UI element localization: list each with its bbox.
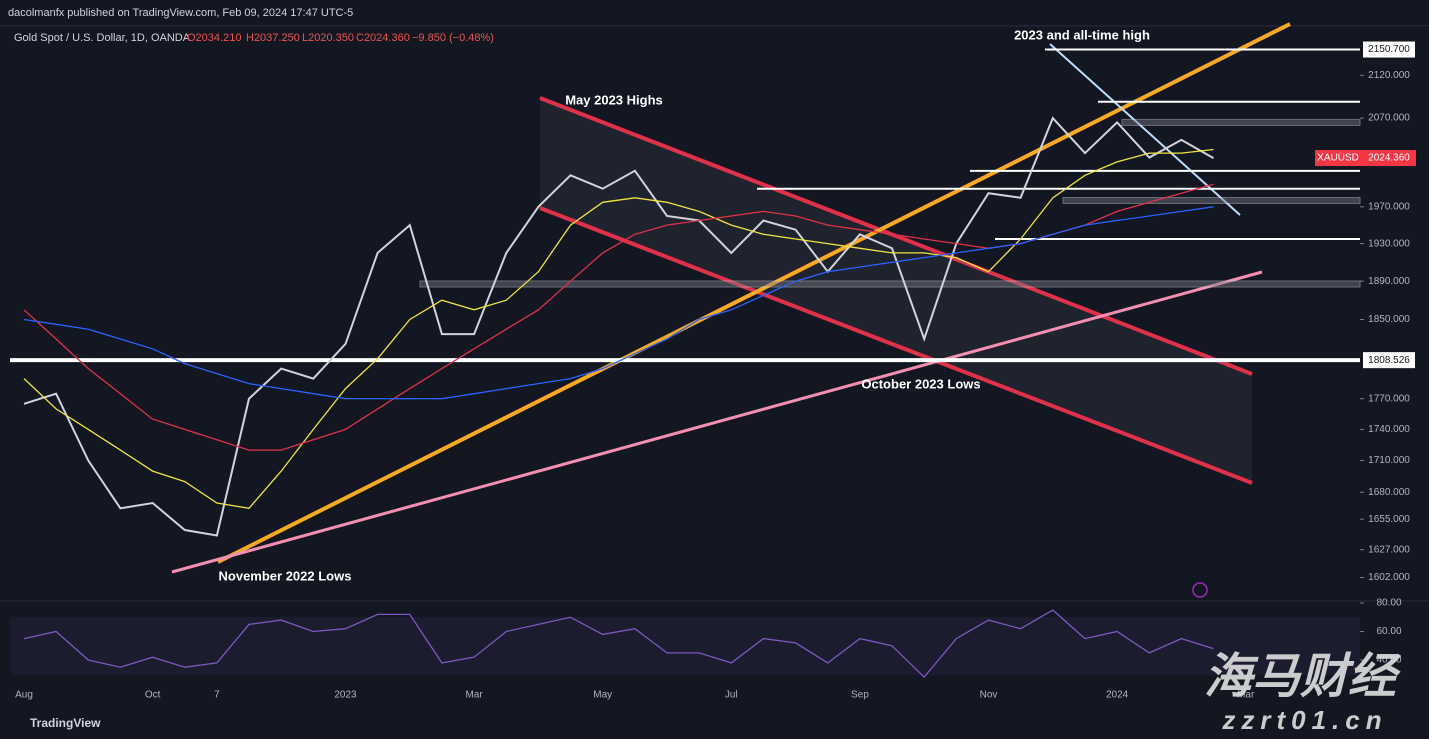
drawings (171, 22, 1291, 574)
series-line (23, 609, 1214, 679)
level-tag-bg (1363, 352, 1415, 369)
x-tick-label: Jul (725, 690, 738, 701)
y-tick-label: 80.00 (1376, 598, 1401, 609)
price-tag-value: 2024.360 (1368, 153, 1410, 164)
channel-fill (540, 98, 1252, 483)
x-tick-label: May (593, 690, 612, 701)
y-tick-label: 1890.000 (1368, 276, 1410, 287)
y-tick-label: 1770.000 (1368, 393, 1410, 404)
y-tick-label: 40.00 (1376, 655, 1401, 666)
channel-upper (539, 96, 1253, 376)
low: L2020.350 (302, 32, 354, 44)
y-tick-label: 1627.000 (1368, 544, 1410, 555)
level-tag: 2150.700 (1368, 44, 1410, 55)
annotation: October 2023 Lows (861, 376, 980, 391)
close: C2024.360 (356, 32, 410, 44)
trendline-blue (1049, 43, 1241, 216)
rsi-pane: 80.00 60.00 40.00 (23, 598, 1402, 679)
annotations: 2023 and all-time high May 2023 Highs Oc… (219, 27, 1150, 583)
x-tick-label: Oct (145, 690, 161, 701)
byline: dacolmanfx published on TradingView.com,… (8, 7, 353, 19)
y-tick-label: 1850.000 (1368, 314, 1410, 325)
level-zone (419, 280, 1361, 288)
channel-lower (539, 206, 1253, 485)
change: −9.850 (−0.48%) (412, 32, 494, 44)
price-tag-bg (1315, 150, 1416, 167)
x-tick-label: Mar (1237, 690, 1255, 701)
y-tick-label: 60.00 (1376, 626, 1401, 637)
y-tick-label: 1655.000 (1368, 514, 1410, 525)
watermark: 海马财经 (1204, 651, 1402, 704)
rsi-band (10, 617, 1360, 675)
y-tick-label: 2070.000 (1368, 113, 1410, 124)
brand: TradingView (30, 716, 101, 730)
level-zone (1121, 118, 1361, 126)
level-tag-bg (1363, 41, 1415, 58)
high: H2037.250 (246, 32, 300, 44)
y-tick-label: 1710.000 (1368, 455, 1410, 466)
y-tick-label: 1680.000 (1368, 487, 1410, 498)
price-pane: 2120.000 2070.000 1970.000 1930.000 1890.000… (10, 41, 1416, 583)
y-tick-label: 1970.000 (1368, 201, 1410, 212)
x-tick-label: Sep (851, 690, 869, 701)
level-zone (1062, 196, 1361, 204)
trendline-orange (217, 22, 1291, 564)
level-tag: 1808.526 (1368, 355, 1410, 366)
y-tick-label: 1602.000 (1368, 572, 1410, 583)
y-tick-label: 1930.000 (1368, 238, 1410, 249)
x-axis: Aug Oct 7 2023 Mar May Jul Sep Nov 2024 Mar (15, 690, 1255, 701)
x-tick-label: Mar (465, 690, 483, 701)
annotation: November 2022 Lows (219, 568, 352, 583)
price-tag-symbol: XAUUSD (1317, 153, 1359, 164)
series-line (23, 116, 1214, 537)
watermark-url: zzrt01.cn (1221, 705, 1387, 735)
x-tick-label: 2023 (334, 690, 357, 701)
x-tick-label: 2024 (1106, 690, 1129, 701)
y-tick-label: 2120.000 (1368, 70, 1410, 81)
open: O2034.210 (187, 32, 241, 44)
x-tick-label: Aug (15, 690, 33, 701)
series-line (23, 206, 1214, 400)
x-tick-label: 7 (214, 690, 220, 701)
y-tick-label: 1740.000 (1368, 424, 1410, 435)
alert-icon[interactable] (1192, 582, 1208, 598)
symbol-row: Gold Spot / U.S. Dollar, 1D, OANDA O2034… (14, 32, 494, 44)
x-tick-label: Nov (980, 690, 998, 701)
trendline-pink (171, 270, 1263, 574)
annotation: May 2023 Highs (565, 92, 663, 107)
symbol: Gold Spot / U.S. Dollar, 1D, OANDA (14, 32, 191, 44)
annotation: 2023 and all-time high (1014, 27, 1150, 42)
